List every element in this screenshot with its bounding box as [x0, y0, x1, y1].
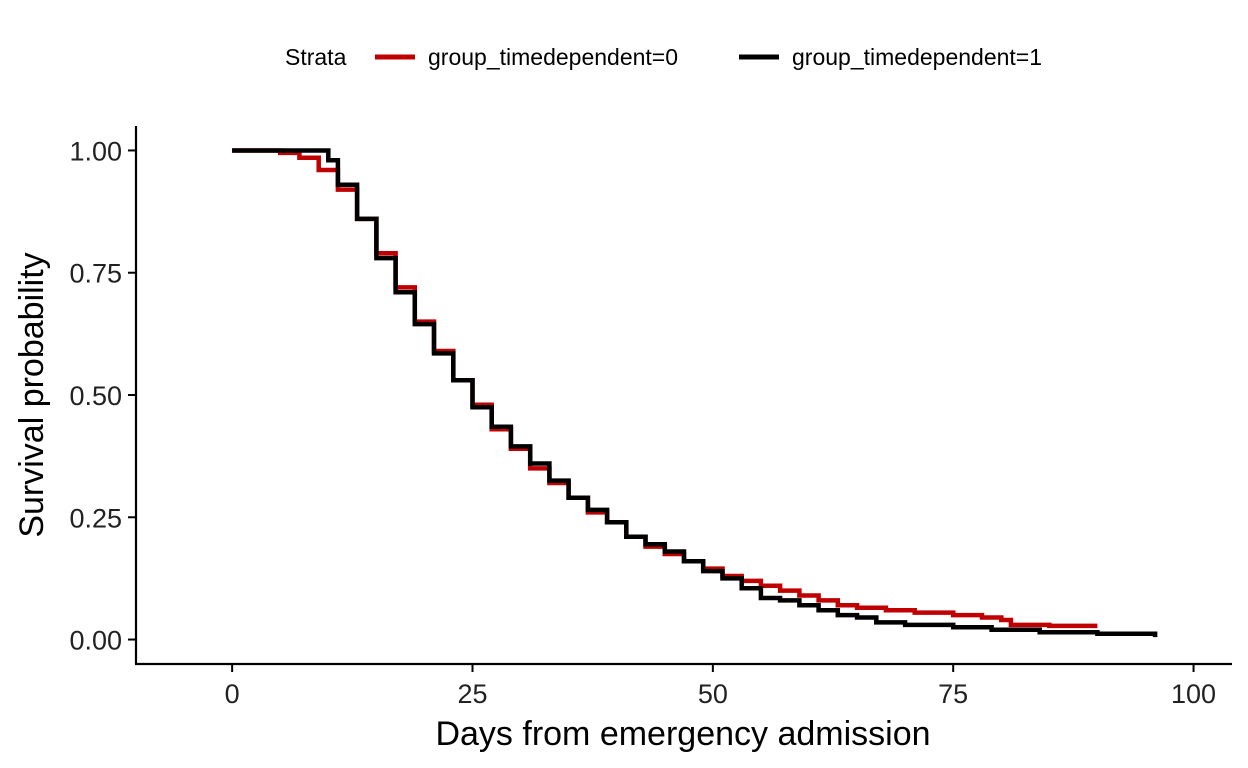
series-line-group-1: [232, 148, 1158, 638]
x-tick-label: 75: [938, 679, 968, 709]
y-axis-ticks: 0.00 0.25 0.50 0.75 1.00: [69, 136, 136, 656]
legend-label-group-0: group_timedependent=0: [428, 44, 678, 70]
y-tick-label: 0.50: [69, 381, 122, 411]
x-axis-title: Days from emergency admission: [435, 715, 930, 753]
x-tick-label: 25: [457, 679, 487, 709]
x-axis-ticks: 0 25 50 75 100: [225, 664, 1216, 709]
series-line-group-0: [232, 148, 1098, 629]
x-tick-label: 50: [698, 679, 728, 709]
plot-area: [232, 148, 1158, 638]
legend-label-group-1: group_timedependent=1: [792, 44, 1042, 70]
y-tick-label: 1.00: [69, 136, 122, 166]
y-tick-label: 0.00: [69, 626, 122, 656]
y-tick-label: 0.25: [69, 503, 122, 533]
x-tick-label: 0: [225, 679, 240, 709]
legend-title: Strata: [285, 44, 347, 70]
legend: Strata group_timedependent=0 group_timede…: [285, 44, 1042, 70]
y-axis-title: Survival probability: [13, 252, 51, 537]
y-tick-label: 0.75: [69, 259, 122, 289]
x-tick-label: 100: [1171, 679, 1216, 709]
